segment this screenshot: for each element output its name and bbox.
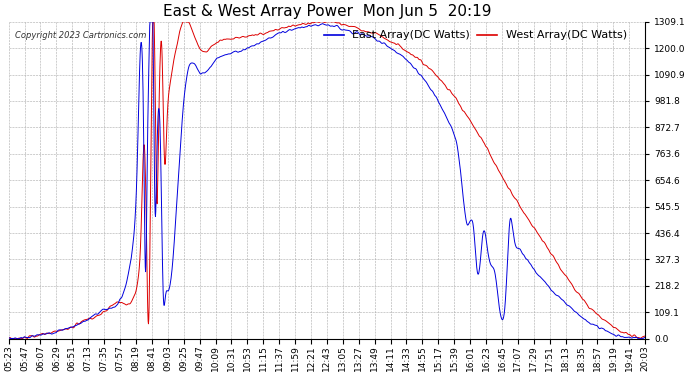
- Legend: East Array(DC Watts), West Array(DC Watts): East Array(DC Watts), West Array(DC Watt…: [324, 30, 627, 40]
- Text: Copyright 2023 Cartronics.com: Copyright 2023 Cartronics.com: [15, 31, 146, 40]
- Title: East & West Array Power  Mon Jun 5  20:19: East & West Array Power Mon Jun 5 20:19: [163, 4, 491, 19]
